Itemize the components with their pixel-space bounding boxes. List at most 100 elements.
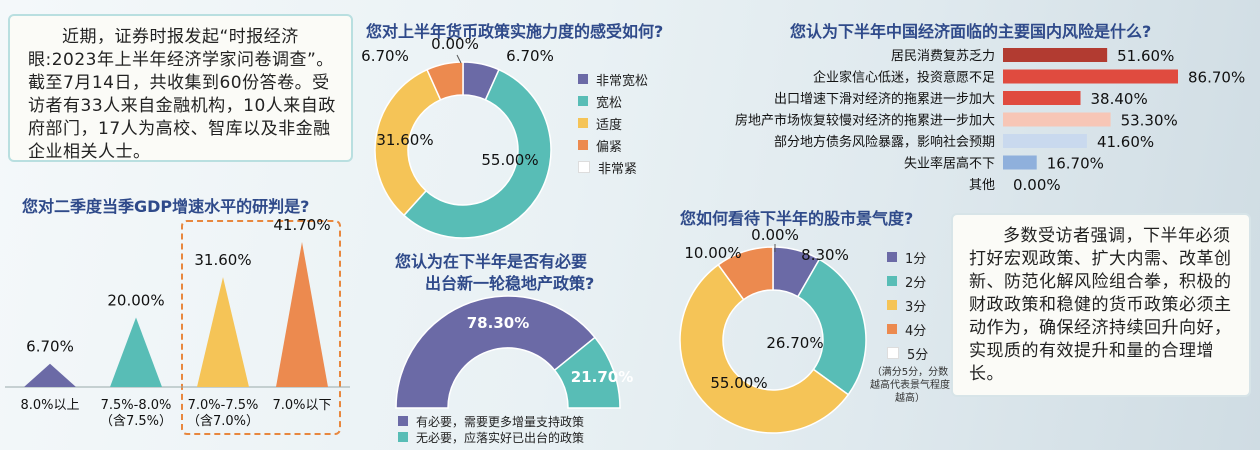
property-chart-title-line2: 出台新一轮稳地产政策? [425, 270, 594, 294]
property-legend-label-1: 有必要，需要更多增量支持政策 [416, 414, 585, 429]
risk-bar-chart: 居民消费复苏乏力 51.60% 企业家信心低迷，投资意愿不足 86.70% 出口增速下滑… [735, 47, 1245, 194]
risk-category-label-2: 企业家信心低迷，投资意愿不足 [813, 70, 995, 86]
gdp-chart-title: 您对二季度当季GDP增速水平的研判是? [22, 197, 310, 216]
stock-legend-label-1: 1分 [905, 251, 927, 267]
monetary-legend-item-3: 适度 [578, 112, 648, 134]
stock-value-label-3: 55.00% [710, 374, 767, 392]
monetary-chart-title: 您对上半年货币政策实施力度的感受如何? [366, 22, 664, 41]
property-legend-swatch-2 [398, 432, 408, 442]
stock-slice-2 [796, 258, 867, 396]
risk-category-label-6: 失业率居高不下 [904, 156, 995, 172]
gdp-bar-3 [197, 277, 249, 387]
property-legend-label-2: 无必要，应落实好已出台的政策 [416, 430, 585, 445]
risk-category-label-7: 其他 [969, 178, 995, 193]
risk-category-label-1: 居民消费复苏乏力 [891, 48, 995, 64]
stock-slice-4 [717, 246, 774, 301]
stock-legend-item-3: 3分 [887, 293, 928, 317]
gdp-highlight-box [181, 220, 341, 435]
gdp-chart: 6.70% 8.0%以上 20.00% 7.5%-8.0%（含7.5%） 31.60% 7… [5, 216, 350, 429]
stock-legend-swatch-2 [887, 276, 897, 286]
stock-legend-label-3: 3分 [905, 299, 927, 315]
risk-category-label-4: 房地产市场恢复较慢对经济的拖累进一步加大 [735, 113, 995, 129]
monetary-legend-label-3: 适度 [596, 117, 623, 133]
property-chart-title-line1: 您认为在下半年是否有必要 [395, 248, 587, 272]
gdp-category-label-1: 8.0%以上 [20, 398, 79, 413]
stock-legend-label-4: 4分 [905, 323, 927, 339]
stock-value-label-4: 10.00% [684, 244, 741, 262]
stock-value-label-1: 8.30% [801, 246, 849, 264]
monetary-value-label-1: 6.70% [506, 47, 554, 65]
stock-note: （满分5分，分数越高代表景气程度越高） [870, 367, 950, 404]
property-legend-item-2: 无必要，应落实好已出台的政策 [398, 429, 584, 445]
stock-donut-chart: 8.30% 26.70% 55.00% 10.00% 0.00% [679, 226, 867, 434]
property-semi-donut-chart: 78.30% 21.70% [395, 295, 633, 409]
stock-slice-3 [679, 263, 850, 434]
property-legend-swatch-1 [398, 416, 408, 426]
stock-legend-item-5: 5分 [887, 341, 928, 365]
property-legend-item-1: 有必要，需要更多增量支持政策 [398, 413, 584, 429]
risk-value-label-3: 38.40% [1091, 90, 1148, 108]
stock-legend-item-2: 2分 [887, 269, 928, 293]
monetary-legend-item-1: 非常宽松 [578, 68, 648, 90]
gdp-value-label-2: 20.00% [107, 291, 164, 309]
monetary-value-label-4: 6.70% [361, 47, 409, 65]
monetary-legend-label-5: 非常紧 [598, 161, 638, 177]
monetary-legend-item-2: 宽松 [578, 90, 648, 112]
property-legend: 有必要，需要更多增量支持政策 无必要，应落实好已出台的政策 [398, 413, 584, 445]
monetary-slice-2 [402, 68, 552, 239]
risk-bar-3 [1003, 91, 1081, 105]
monetary-slice-3 [374, 68, 442, 217]
risk-bar-1 [1003, 48, 1108, 62]
gdp-bar-1 [24, 363, 76, 387]
gdp-category-note-2: （含7.5%） [100, 413, 172, 429]
monetary-value-label-5: 0.00% [431, 35, 479, 53]
monetary-leader-line [456, 54, 462, 64]
risk-value-label-1: 51.60% [1117, 47, 1174, 65]
monetary-value-label-3: 31.60% [376, 131, 433, 149]
property-title-part1: 您认为在下半年是否有必要 [395, 252, 588, 271]
monetary-legend-swatch-1 [578, 74, 588, 84]
property-value-label-2: 21.70% [571, 368, 633, 386]
risk-bar-5 [1003, 134, 1087, 148]
gdp-value-label-3: 31.60% [194, 251, 251, 269]
gdp-bar-2 [110, 317, 162, 387]
gdp-category-note-3: （含7.0%） [187, 413, 259, 429]
stock-legend-swatch-5 [887, 347, 899, 359]
conclusion-text: 多数受访者强调，下半年必须打好宏观政策、扩大内需、改革创新、防范化解风险组合拳，… [969, 226, 1232, 384]
monetary-donut-chart: 6.70% 55.00% 31.60% 6.70% 0.00% [361, 35, 554, 239]
monetary-legend-label-1: 非常宽松 [596, 73, 649, 89]
risk-value-label-5: 41.60% [1097, 133, 1154, 151]
risk-value-label-2: 86.70% [1188, 69, 1245, 87]
monetary-slice-4 [426, 61, 464, 101]
monetary-value-label-2: 55.00% [481, 151, 538, 169]
gdp-category-label-4: 7.0%以下 [272, 398, 331, 413]
monetary-legend-label-2: 宽松 [596, 95, 623, 111]
gdp-bar-4 [276, 242, 328, 387]
risk-category-label-3: 出口增速下滑对经济的拖累进一步加大 [774, 91, 995, 107]
stock-legend-label-2: 2分 [905, 275, 927, 291]
property-value-label-1: 78.30% [467, 314, 529, 332]
monetary-legend-label-4: 偏紧 [596, 139, 623, 155]
stock-legend-item-4: 4分 [887, 317, 928, 341]
intro-text: 近期，证券时报发起“时报经济眼:2023年上半年经济学家问卷调查”。截至7月14… [28, 27, 336, 162]
monetary-legend-item-4: 偏紧 [578, 134, 648, 156]
monetary-legend: 非常宽松宽松适度偏紧非常紧 [578, 68, 648, 178]
gdp-category-label-3: 7.0%-7.5% [188, 398, 259, 413]
monetary-legend-swatch-3 [578, 118, 588, 128]
conclusion-box: 多数受访者强调，下半年必须打好宏观政策、扩大内需、改革创新、防范化解风险组合拳，… [951, 213, 1251, 397]
monetary-legend-item-5: 非常紧 [578, 156, 648, 178]
gdp-value-label-4: 41.70% [273, 216, 330, 234]
stock-legend-swatch-1 [887, 252, 897, 262]
risk-value-label-4: 53.30% [1121, 112, 1178, 130]
risk-chart-title: 您认为下半年中国经济面临的主要国内风险是什么? [790, 22, 1152, 41]
stock-legend: 1分 2分 3分 4分 5分 [887, 245, 928, 365]
monetary-legend-swatch-2 [578, 96, 588, 106]
stock-legend-swatch-3 [887, 300, 897, 310]
risk-value-label-7: 0.00% [1013, 176, 1061, 194]
gdp-value-label-1: 6.70% [26, 338, 74, 356]
stock-legend-swatch-4 [887, 324, 897, 334]
gdp-category-label-2: 7.5%-8.0% [101, 398, 172, 413]
intro-box: 近期，证券时报发起“时报经济眼:2023年上半年经济学家问卷调查”。截至7月14… [8, 14, 353, 162]
property-slice-2 [553, 336, 621, 409]
stock-legend-item-1: 1分 [887, 245, 928, 269]
